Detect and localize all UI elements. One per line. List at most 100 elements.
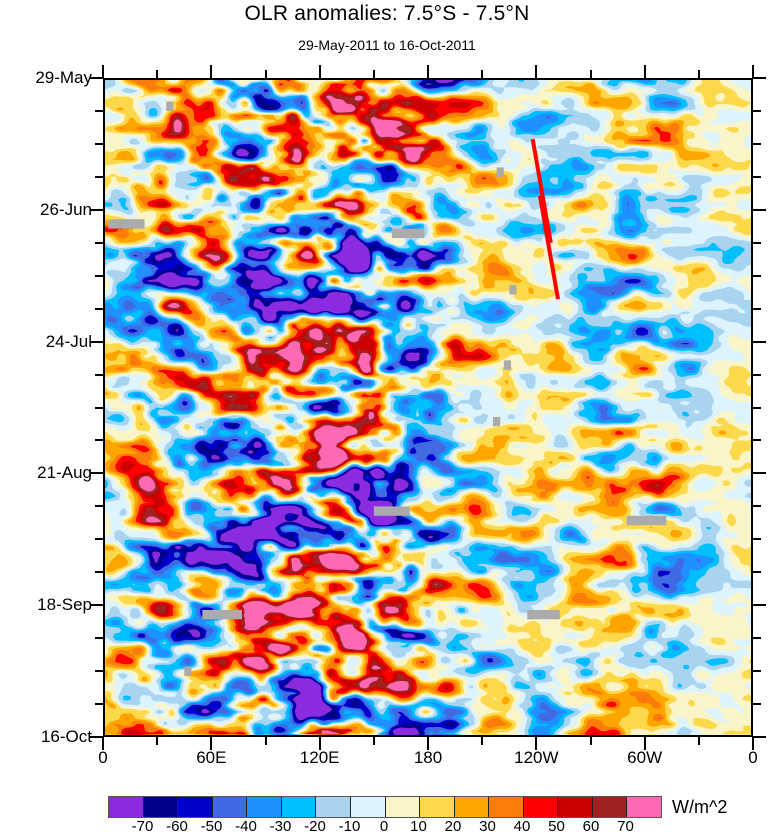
- x-tick-210: [481, 737, 484, 745]
- y-tick-133: [95, 703, 103, 706]
- missing-data-patch-3: [496, 167, 504, 177]
- y-tick-right-77: [753, 439, 761, 442]
- y-tick-right-21: [753, 175, 761, 178]
- y-tick-right-84: [753, 472, 766, 475]
- colorbar-tick-0: 0: [379, 818, 389, 834]
- colorbar-swatch-11: [489, 797, 524, 817]
- colorbar-tick-70: 70: [617, 818, 634, 834]
- x-tick-top-270: [589, 70, 592, 78]
- y-axis-label-18-Sep: 18-Sep: [37, 595, 92, 615]
- x-tick-top-120: [318, 65, 321, 78]
- y-tick-112: [90, 604, 103, 607]
- colorbar-swatch-13: [558, 797, 593, 817]
- missing-data-patch-4: [509, 285, 517, 295]
- missing-data-patch-8: [626, 515, 667, 526]
- colorbar-tick--30: -30: [269, 818, 292, 834]
- x-tick-120: [318, 737, 321, 750]
- colorbar-tick--50: -50: [200, 818, 223, 834]
- x-tick-top-300: [643, 65, 646, 78]
- x-tick-top-240: [535, 65, 538, 78]
- colorbar-swatch-10: [454, 797, 490, 817]
- y-tick-right-7: [753, 109, 761, 112]
- streak-artifact-1: [537, 195, 560, 300]
- colorbar-tick-20: 20: [444, 818, 462, 834]
- streak-artifact-0: [530, 138, 553, 244]
- missing-data-patch-6: [493, 416, 501, 427]
- missing-data-patch-5: [503, 360, 511, 370]
- x-tick-300: [643, 737, 646, 750]
- y-tick-right-140: [753, 736, 766, 738]
- x-tick-270: [589, 737, 592, 745]
- colorbar-swatch-4: [247, 797, 282, 817]
- missing-data-patch-2: [391, 228, 425, 238]
- y-tick-0: [90, 77, 103, 79]
- y-axis-label-24-Jul: 24-Jul: [45, 331, 92, 351]
- y-tick-70: [95, 406, 103, 409]
- x-tick-60: [210, 737, 213, 750]
- colorbar-swatch-14: [592, 797, 628, 817]
- x-axis-label-120W: 120W: [514, 748, 559, 767]
- x-axis-label-120E: 120E: [299, 748, 340, 767]
- y-tick-35: [95, 241, 103, 244]
- y-tick-right-42: [753, 274, 761, 277]
- y-tick-right-98: [753, 538, 761, 541]
- colorbar-unit-label: W/m^2: [672, 797, 728, 817]
- colorbar-tick--10: -10: [338, 818, 361, 834]
- y-tick-105: [95, 571, 103, 574]
- y-tick-7: [95, 109, 103, 112]
- colorbar-swatch-1: [143, 797, 179, 817]
- colorbar-swatch-2: [178, 797, 213, 817]
- y-tick-right-63: [753, 373, 761, 376]
- colorbar-tick--70: -70: [131, 818, 154, 834]
- missing-data-patch-1: [108, 219, 145, 229]
- y-axis-label-26-Jun: 26-Jun: [40, 199, 92, 219]
- y-axis-label-16-Oct: 16-Oct: [40, 727, 92, 746]
- x-tick-top-150: [372, 70, 375, 78]
- missing-data-patch-11: [184, 666, 192, 676]
- x-tick-90: [264, 737, 267, 745]
- y-axis-label-29-May: 29-May: [35, 68, 92, 87]
- y-tick-right-28: [753, 208, 766, 211]
- missing-data-patch-9: [202, 609, 242, 620]
- x-axis-label-60E: 60E: [196, 748, 227, 767]
- y-tick-right-112: [753, 604, 766, 607]
- y-tick-right-56: [753, 340, 766, 343]
- colorbar-tick-40: 40: [513, 818, 531, 834]
- colorbar-tick-50: 50: [548, 818, 565, 834]
- y-tick-right-0: [753, 77, 766, 79]
- y-tick-14: [95, 142, 103, 145]
- x-tick-30: [156, 737, 159, 745]
- y-tick-98: [95, 538, 103, 541]
- colorbar-swatch-0: [109, 797, 144, 817]
- x-tick-top-330: [697, 70, 700, 78]
- page-title: OLR anomalies: 7.5°S - 7.5°N: [244, 2, 530, 25]
- x-tick-top-360: [752, 65, 754, 78]
- x-tick-150: [372, 737, 375, 745]
- colorbar-swatch-3: [212, 797, 248, 817]
- x-tick-360: [752, 737, 754, 750]
- y-tick-right-133: [753, 703, 761, 706]
- x-axis-label-60W: 60W: [627, 748, 663, 767]
- colorbar-swatch-12: [523, 797, 559, 817]
- x-tick-0: [102, 737, 104, 750]
- x-tick-top-0: [102, 65, 104, 78]
- contour-band-pos-70: [138, 95, 438, 735]
- y-tick-right-126: [753, 670, 761, 673]
- y-tick-right-14: [753, 142, 761, 145]
- colorbar-swatch-6: [316, 797, 351, 817]
- plot-area: [90, 65, 766, 750]
- olr-anomaly-field: [103, 78, 753, 737]
- x-tick-top-30: [156, 70, 159, 78]
- colorbar-swatch-7: [350, 797, 386, 817]
- missing-data-patch-7: [373, 506, 410, 516]
- y-tick-77: [95, 439, 103, 442]
- x-tick-top-210: [481, 70, 484, 78]
- y-tick-right-105: [753, 571, 761, 574]
- x-tick-top-90: [264, 70, 267, 78]
- colorbar-tick--40: -40: [235, 818, 257, 834]
- contour-band-pos-50: [120, 84, 666, 735]
- colorbar-tick-30: 30: [479, 818, 496, 834]
- colorbar-tick--20: -20: [304, 818, 326, 834]
- missing-data-patch-10: [527, 609, 560, 620]
